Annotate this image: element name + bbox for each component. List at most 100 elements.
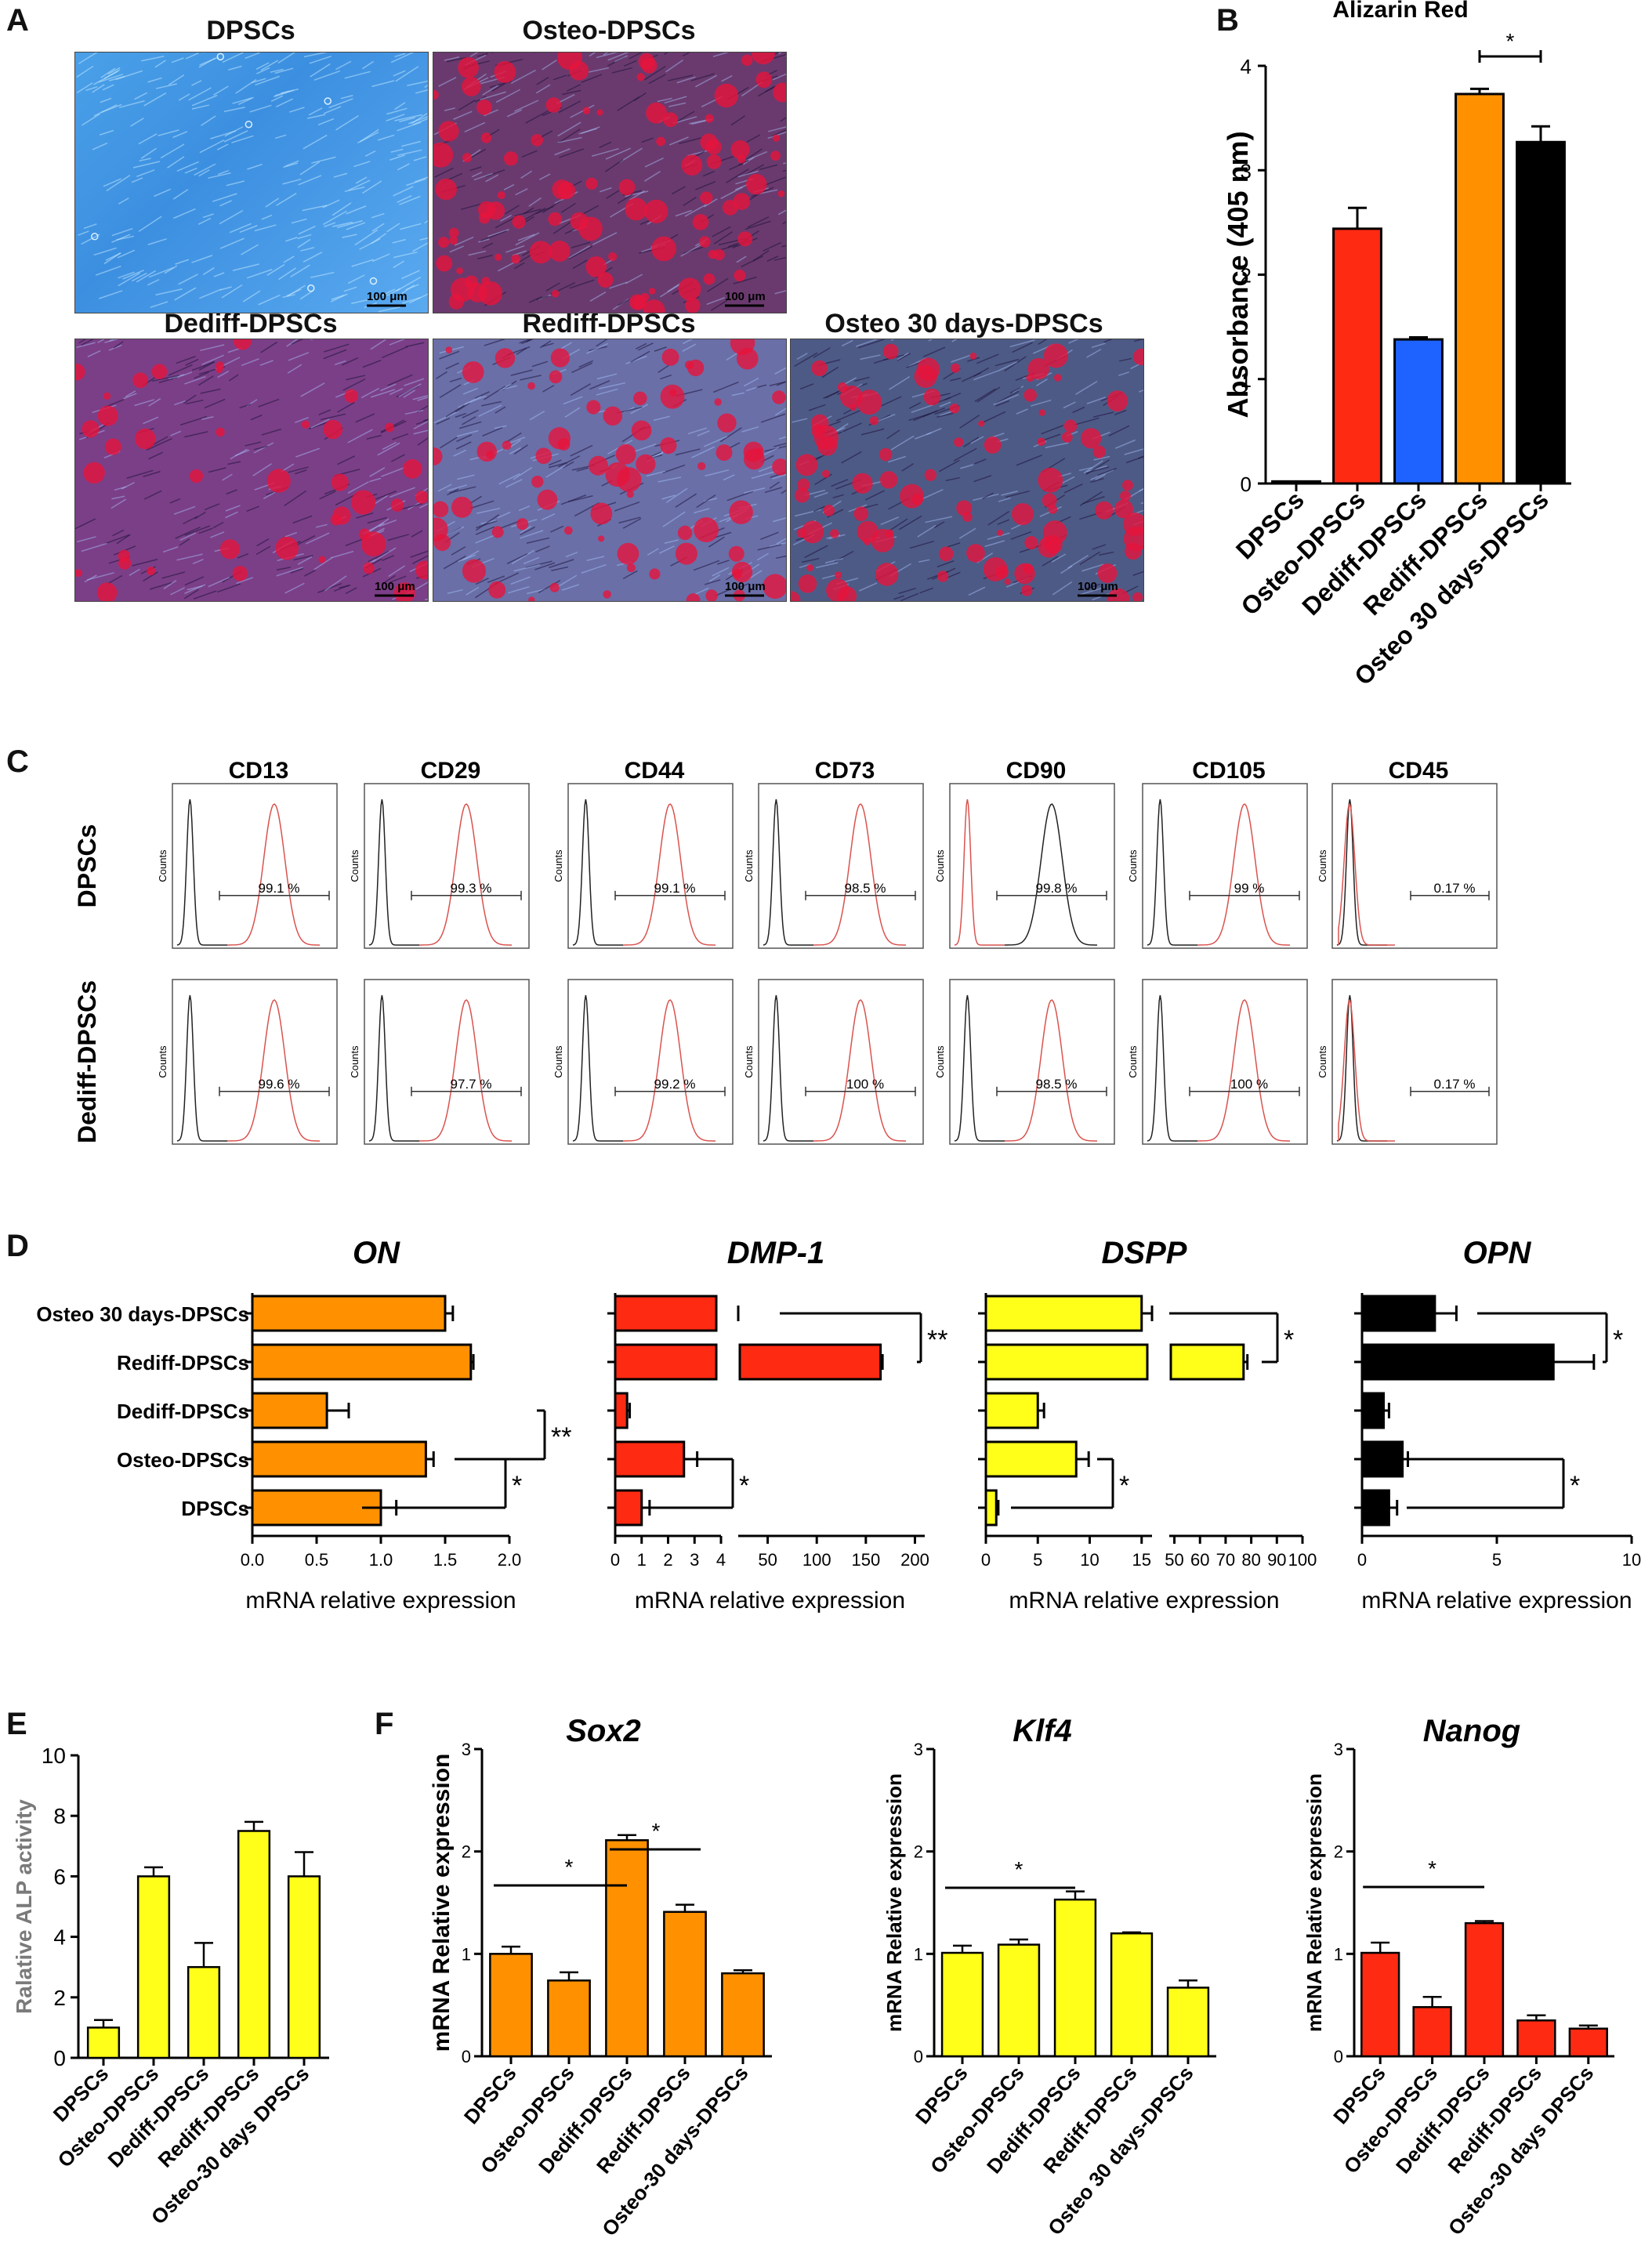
cell-streak [228,374,239,382]
cell-streak [445,404,465,418]
counts-label: Counts [349,849,360,882]
cell-streak [562,461,574,469]
cell-streak [813,505,826,512]
cell-streak [388,565,405,578]
cell-streak [151,375,179,382]
cell-streak [109,75,125,81]
cell-streak [362,360,382,368]
mineral-nodule [811,360,828,377]
bar-on-2 [251,1392,328,1429]
cell-streak [393,251,418,259]
cell-streak [752,250,770,262]
cell-streak [439,384,462,398]
gate-percentage: 99.6 % [259,1077,300,1092]
cell-streak [708,536,725,548]
cell-streak [407,80,428,86]
cell-streak [630,404,649,415]
cell-streak [893,595,904,600]
cell-streak [1060,565,1073,574]
mineral-nodule [103,392,111,400]
micrograph-osteo [433,52,787,313]
cell-streak [173,505,196,515]
cell-streak [389,154,405,161]
mineral-nodule [476,441,498,462]
gene-title: OPN [1463,1236,1532,1270]
bar-segment [738,1343,882,1381]
cell-streak [664,53,668,56]
bar-opn-2 [1360,1392,1386,1429]
cell-streak [1009,339,1035,348]
cell-streak [147,238,167,245]
mineral-nodule [777,190,785,197]
cell-streak [778,436,786,440]
marker-title: CD13 [229,758,289,784]
bar-3 [237,1830,271,2059]
mineral-nodule [1027,357,1049,380]
mineral-nodule [733,193,751,210]
cell-streak [76,82,93,94]
cell-streak [743,377,759,387]
cell-streak [208,467,226,473]
mineral-nodule [660,437,677,455]
cell-streak [382,346,408,359]
cell-streak [258,398,280,407]
cell-streak [723,474,735,481]
cell-streak [707,277,729,292]
stained-curve [1197,999,1291,1142]
x-tick-label: 0 [981,1550,991,1570]
texture-group [75,339,428,601]
cell-streak [994,358,1020,367]
cell-streak [98,290,123,299]
cell-streak [103,178,121,187]
cell-streak [953,447,977,462]
cell-streak [444,107,455,111]
cell-streak [763,241,782,252]
cell-streak [1092,411,1114,418]
cell-streak [518,505,531,512]
cell-streak [394,102,406,110]
cell-streak [469,500,495,509]
counts-label: Counts [743,1045,755,1078]
y-tick-label: 2 [53,1986,66,2010]
cell-streak [773,53,780,56]
cell-streak [588,67,609,73]
cell-streak [337,401,355,413]
cell-streak [549,559,574,569]
cell-streak [605,147,632,160]
row-label: Dediff-DPSCs [73,980,101,1143]
cell-streak [253,442,274,454]
cell-streak [730,115,746,126]
cell-streak [491,82,506,92]
mineral-nodule [801,520,824,544]
cell-streak [974,388,996,402]
bar-sox2-1 [547,1979,591,2058]
cell-streak [92,84,105,93]
cell-streak [858,582,878,592]
cell-streak [644,158,664,168]
cell-streak [475,534,497,544]
x-axis-label: mRNA relative expression [635,1588,905,1614]
cell-streak [76,342,96,349]
cell-streak [770,129,786,138]
cell-streak [755,384,767,389]
cell-streak [625,273,643,284]
mineral-nodule [445,346,453,353]
mineral-nodule [531,475,544,488]
cell-streak [186,399,204,405]
counts-label: Counts [1317,849,1328,882]
cell-streak [103,252,121,265]
mineral-nodule [266,469,291,493]
cell-streak [100,67,116,78]
cell-streak [81,339,95,346]
bar-dmp-1-0 [614,1295,718,1332]
mineral-nodule [1121,480,1133,491]
bar-dspp-2 [984,1392,1039,1429]
cell-streak [134,92,148,100]
histogram-frame [364,979,530,1145]
mineral-nodule [879,471,898,489]
bar-dspp-0 [984,1295,1143,1332]
gate-percentage: 97.7 % [451,1077,492,1092]
mineral-nodule [830,529,839,538]
cell-streak [743,157,755,165]
